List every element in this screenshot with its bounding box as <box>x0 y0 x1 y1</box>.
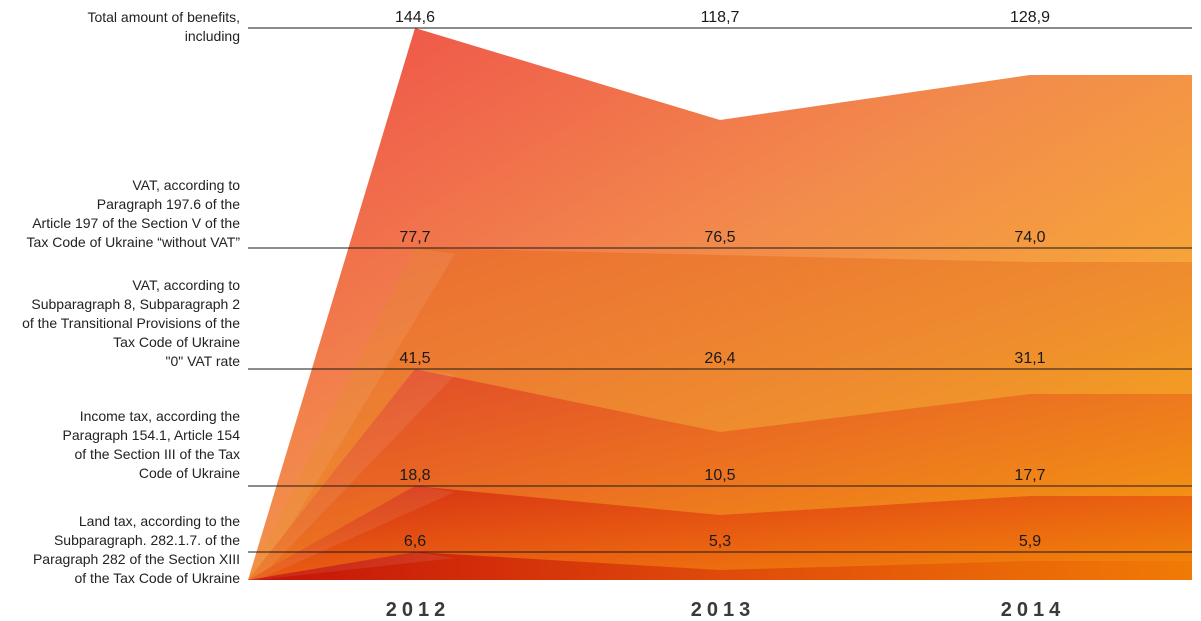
area-highlight-5 <box>248 552 455 580</box>
area-highlight-2 <box>248 248 455 580</box>
value-label: 118,7 <box>701 9 740 26</box>
area-highlight-3 <box>248 369 455 580</box>
row-label-2: VAT, according to Paragraph 197.6 of the… <box>26 177 240 250</box>
value-label: 128,9 <box>1010 9 1050 26</box>
row-label-4: Income tax, according the Paragraph 154.… <box>62 408 240 481</box>
value-label: 77,7 <box>399 229 430 246</box>
value-labels-group: 144,6 118,7 128,9 77,7 76,5 74,0 41,5 26,4 31,1 1… <box>395 9 1050 550</box>
x-tick-label: 2014 <box>1001 599 1066 621</box>
value-label: 31,1 <box>1014 350 1045 367</box>
value-label: 26,4 <box>704 350 735 367</box>
value-label: 144,6 <box>395 9 435 26</box>
row-label-3: VAT, according to Subparagraph 8, Subpar… <box>22 277 240 369</box>
value-label: 5,9 <box>1019 533 1041 550</box>
value-label: 76,5 <box>704 229 735 246</box>
x-tick-label: 2013 <box>691 599 756 621</box>
value-label: 10,5 <box>704 467 735 484</box>
value-label: 74,0 <box>1014 229 1045 246</box>
area-5 <box>248 552 1192 580</box>
areas-group <box>248 28 1192 580</box>
area-highlight-4 <box>248 486 455 580</box>
row-label-1: Total amount of benefits, including <box>87 9 240 44</box>
row-label-5: Land tax, according to the Subparagraph.… <box>32 513 240 586</box>
x-tick-label: 2012 <box>386 599 451 621</box>
value-label: 41,5 <box>399 350 430 367</box>
value-label: 18,8 <box>399 467 430 484</box>
baseline-lines-group <box>248 27 1192 553</box>
value-label: 17,7 <box>1014 467 1045 484</box>
year-labels-group: 2012 2013 2014 <box>386 599 1066 621</box>
value-label: 6,6 <box>404 533 426 550</box>
value-label: 5,3 <box>709 533 731 550</box>
